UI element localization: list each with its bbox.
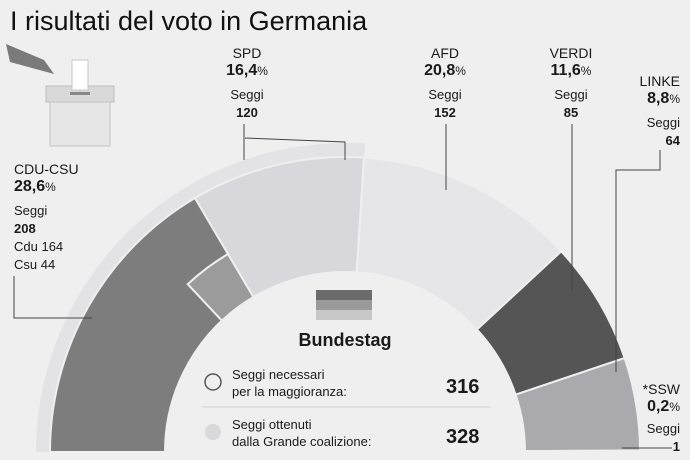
party-seats: 120 (236, 105, 258, 120)
page-title: I risultati del voto in Germania (10, 6, 368, 36)
party-name: VERDI (549, 45, 593, 61)
bundestag-flag-icon (316, 290, 372, 320)
seats-label: Seggi (646, 421, 680, 436)
seats-label: Seggi (230, 87, 264, 102)
label-cdu-csu: CDU-CSU 28,6% Seggi 208 Cdu 164 Csu 44 (14, 160, 79, 274)
leader-line (244, 137, 346, 160)
party-percent: 28,6% (14, 178, 56, 195)
party-name: *SSW (642, 381, 680, 397)
party-seats: 64 (665, 133, 680, 148)
coalition-seats-label: Seggi ottenuti dalla Grande coalizione: (232, 417, 372, 449)
party-seats: 1 (672, 439, 680, 454)
party-name: LINKE (639, 73, 680, 89)
party-percent: 0,2% (647, 398, 680, 415)
majority-needed-label: Seggi necessari per la maggioranza: (232, 367, 347, 399)
seats-label: Seggi (14, 203, 48, 218)
seats-label: Seggi (646, 115, 680, 130)
coalition-seats-value: 328 (446, 426, 480, 448)
party-name: AFD (431, 45, 459, 61)
party-percent: 11,6% (550, 62, 592, 79)
leader-line (13, 276, 92, 319)
csu-seats: Csu 44 (14, 257, 56, 272)
ballot-box-icon (6, 44, 115, 147)
majority-needed-value: 316 (446, 376, 480, 398)
party-percent: 20,8% (424, 62, 466, 79)
party-name: SPD (232, 45, 262, 61)
seats-label: Seggi (554, 87, 588, 102)
seats-label: Seggi (428, 87, 462, 102)
label-ssw: *SSW 0,2% Seggi 1 (643, 380, 680, 456)
arc-ssw (523, 449, 642, 453)
label-spd: SPD 16,4% Seggi 120 (214, 44, 280, 122)
party-percent: 8,8% (647, 90, 680, 107)
party-seats: 152 (434, 105, 456, 120)
party-seats: 208 (14, 221, 36, 236)
leader-line (615, 150, 661, 372)
cdu-seats: Cdu 164 (14, 239, 64, 254)
center-label: Bundestag (298, 330, 392, 350)
leader-lines (13, 124, 672, 449)
label-linke: LINKE 8,8% Seggi 64 (640, 72, 680, 150)
party-name: CDU-CSU (14, 161, 79, 177)
party-seats: 85 (563, 105, 579, 120)
party-percent: 16,4% (226, 62, 268, 79)
seat-arcs (36, 143, 642, 453)
majority-marker-icon (204, 373, 222, 391)
arc-cducsu (48, 196, 255, 453)
label-verdi: VERDI 11,6% Seggi 85 (538, 44, 604, 122)
coalition-marker-icon (205, 424, 221, 440)
label-afd: AFD 20,8% Seggi 152 (412, 44, 478, 122)
